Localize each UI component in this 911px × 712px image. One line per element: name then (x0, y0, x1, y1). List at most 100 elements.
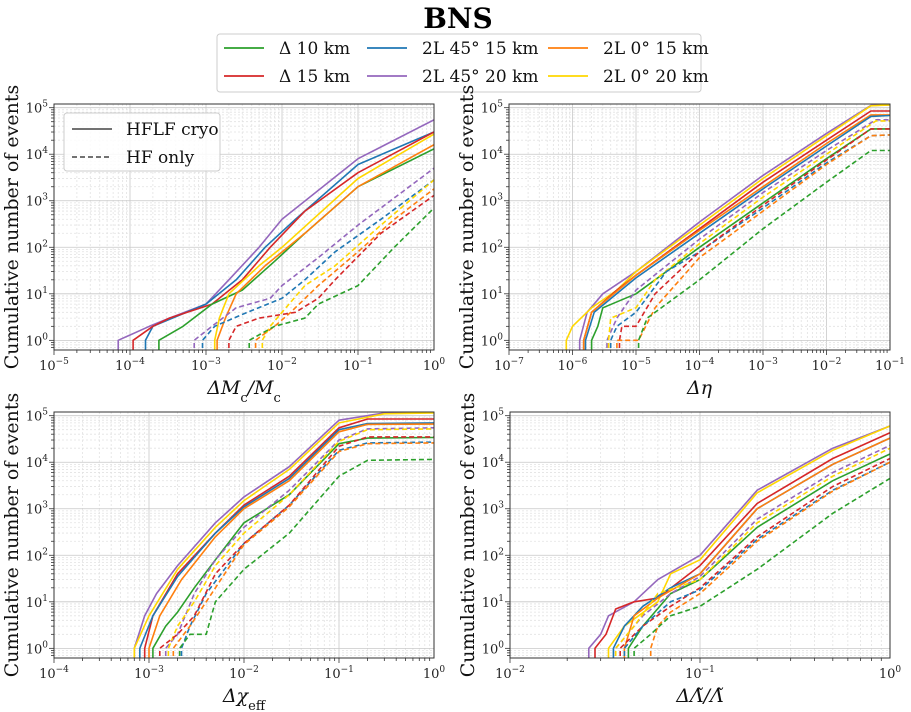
y-axis-label: Cumulative number of events (1, 85, 23, 370)
x-axis-label-part: Δχ (222, 685, 250, 707)
x-axis-label-part: Δη (686, 377, 713, 399)
tick-base: 10 (812, 359, 829, 374)
y-tick-label: 104 (482, 454, 505, 471)
subplot-1: 10−5 10−4 10−3 10−2 10−1 10010010110210310410… (1, 85, 445, 406)
tick-base: 10 (481, 195, 498, 210)
x-tick-label: 100 (423, 357, 446, 374)
series-line (637, 149, 890, 350)
tick-exponent: −1 (892, 357, 905, 367)
tick-exponent: 3 (497, 193, 503, 203)
y-axis-label: Cumulative number of events (456, 85, 478, 370)
tick-base: 10 (482, 456, 499, 471)
tick-base: 10 (39, 667, 56, 682)
series-group (117, 119, 434, 350)
x-tick-label: 10−2 (229, 665, 259, 682)
y-tick-label: 104 (26, 454, 49, 471)
tick-exponent: −2 (828, 357, 841, 367)
x-axis-label: ΔMc/Mc (206, 377, 281, 406)
x-axis-label-part: /M (246, 377, 274, 399)
legend-label: 2L 0° 20 km (603, 67, 709, 87)
series-line (228, 194, 434, 350)
tick-base: 10 (343, 359, 360, 374)
series-line (588, 425, 890, 658)
y-tick-label: 105 (26, 100, 49, 117)
tick-exponent: −4 (56, 665, 70, 675)
tick-base: 10 (26, 288, 43, 303)
tick-exponent: 0 (42, 332, 48, 342)
grid (505, 412, 890, 663)
tick-base: 10 (115, 359, 132, 374)
axes-frame (53, 411, 435, 659)
subplot-4: 10−2 10−1 100100101102103104105ΔΛ̃/Λ̃Cumul… (457, 393, 901, 707)
y-tick-label: 103 (26, 193, 49, 210)
tick-exponent: −4 (701, 357, 715, 367)
legend-label: 2L 45° 20 km (422, 67, 539, 87)
x-tick-label: 100 (879, 665, 902, 682)
x-tick-label: 10−1 (875, 357, 905, 374)
tick-base: 10 (39, 359, 56, 374)
tick-exponent: 0 (439, 665, 445, 675)
series-line (623, 461, 890, 658)
tick-base: 10 (482, 596, 499, 611)
tick-exponent: 1 (42, 594, 48, 604)
grid (504, 104, 890, 355)
series-line (606, 119, 890, 350)
y-tick-label: 103 (26, 501, 49, 518)
tick-exponent: 3 (498, 501, 504, 511)
tick-base: 10 (423, 667, 440, 682)
tick-base: 10 (324, 667, 341, 682)
tick-exponent: −5 (638, 357, 652, 367)
tick-exponent: 3 (42, 193, 48, 203)
tick-exponent: 0 (895, 665, 901, 675)
axes-frame (509, 411, 891, 659)
x-axis-label: Δη (686, 377, 713, 399)
tick-exponent: −2 (512, 665, 525, 675)
series-line (132, 131, 434, 350)
tick-exponent: 2 (42, 547, 48, 557)
series-line (213, 133, 434, 350)
tick-exponent: −3 (151, 665, 165, 675)
y-tick-label: 104 (26, 146, 49, 163)
tick-base: 10 (482, 642, 499, 657)
tick-exponent: −1 (360, 357, 373, 367)
series-line (172, 442, 434, 658)
tick-exponent: 5 (498, 408, 504, 418)
series-line (584, 114, 890, 350)
x-tick-label: 10−5 (39, 357, 69, 374)
tick-base: 10 (26, 102, 43, 117)
series-group (588, 425, 890, 658)
tick-base: 10 (481, 334, 498, 349)
tick-base: 10 (879, 667, 896, 682)
tick-base: 10 (26, 456, 43, 471)
series-line (139, 422, 434, 658)
tick-exponent: 5 (42, 100, 48, 110)
x-axis-label-part: ΔM (206, 377, 241, 399)
style-legend-frame (63, 112, 221, 172)
series-line (216, 143, 434, 350)
x-axis-label: ΔΛ̃/Λ̃ (675, 685, 724, 707)
style-legend: HFLF cryo HF only (63, 112, 221, 172)
tick-base: 10 (26, 596, 43, 611)
y-tick-label: 105 (482, 408, 505, 425)
subplot-2: 10−7 10−6 10−5 10−4 10−3 10−2 10−1100101102103… (456, 85, 905, 399)
tick-base: 10 (481, 241, 498, 256)
tick-exponent: −4 (132, 357, 146, 367)
series-line (133, 412, 434, 658)
legend-label: Δ 15 km (279, 67, 350, 87)
tick-base: 10 (685, 667, 702, 682)
series-line (261, 179, 434, 350)
tick-base: 10 (495, 667, 512, 682)
style-legend-label: HFLF cryo (126, 120, 219, 140)
series-line (614, 447, 890, 658)
tick-base: 10 (134, 667, 151, 682)
axes-frame (53, 103, 435, 351)
x-tick-label: 10−4 (39, 665, 69, 682)
x-axis-label-part: c (274, 391, 281, 406)
series-group (565, 104, 890, 350)
tick-exponent: 1 (42, 286, 48, 296)
series-line (619, 457, 890, 658)
y-tick-label: 104 (481, 146, 504, 163)
tick-base: 10 (481, 288, 498, 303)
legend-label: Δ 10 km (279, 39, 350, 59)
style-legend-label: HF only (126, 148, 195, 168)
